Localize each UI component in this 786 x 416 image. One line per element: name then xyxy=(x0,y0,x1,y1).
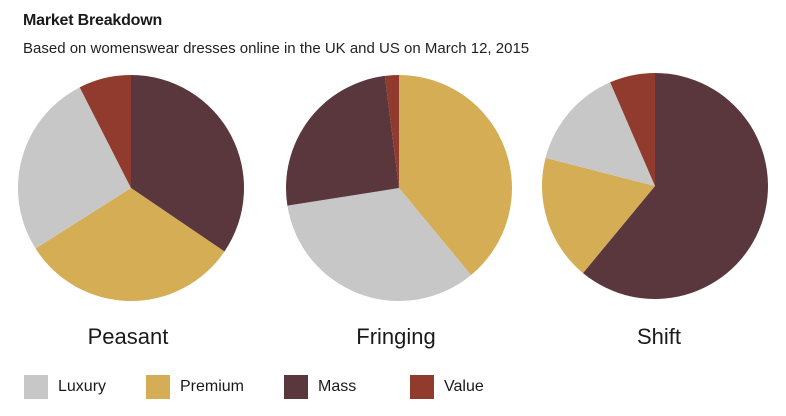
legend-item-premium: Premium xyxy=(146,374,244,400)
pie-chart-peasant xyxy=(18,75,245,302)
pie-slice-peasant-luxury xyxy=(18,87,132,249)
pie-slice-fringing-mass xyxy=(285,75,399,206)
pie-slice-peasant-premium xyxy=(35,188,225,302)
pie-label-shift: Shift xyxy=(637,324,681,349)
legend-label-luxury: Luxury xyxy=(58,378,107,395)
pie-slice-fringing-premium xyxy=(399,75,513,276)
legend-item-value: Value xyxy=(410,374,484,400)
pie-chart-fringing xyxy=(285,75,513,302)
legend-label-value: Value xyxy=(444,378,484,395)
chart-title: Market Breakdown xyxy=(23,12,163,29)
legend-label-mass: Mass xyxy=(318,378,357,395)
pie-slice-fringing-luxury xyxy=(287,188,472,302)
legend-item-luxury: Luxury xyxy=(24,374,106,400)
legend-item-mass: Mass xyxy=(284,374,356,400)
pie-slice-shift-value xyxy=(610,73,655,186)
chart-subtitle: Based on womenswear dresses online in th… xyxy=(23,40,530,57)
legend-swatch-luxury xyxy=(24,375,48,399)
legend-swatch-mass xyxy=(284,375,308,399)
pie-label-peasant: Peasant xyxy=(88,324,169,349)
pie-slice-shift-premium xyxy=(541,157,655,274)
pie-chart-shift xyxy=(541,73,768,299)
pie-slice-shift-luxury xyxy=(545,82,655,186)
pie-slice-shift-mass xyxy=(582,73,768,299)
legend-label-premium: Premium xyxy=(180,378,245,395)
pie-slice-peasant-mass xyxy=(131,75,245,252)
legend-swatch-premium xyxy=(146,375,170,399)
pie-label-fringing: Fringing xyxy=(356,324,435,349)
legend-swatch-value xyxy=(410,375,434,399)
pie-slice-peasant-value xyxy=(79,75,131,188)
pie-slice-fringing-value xyxy=(384,75,399,188)
